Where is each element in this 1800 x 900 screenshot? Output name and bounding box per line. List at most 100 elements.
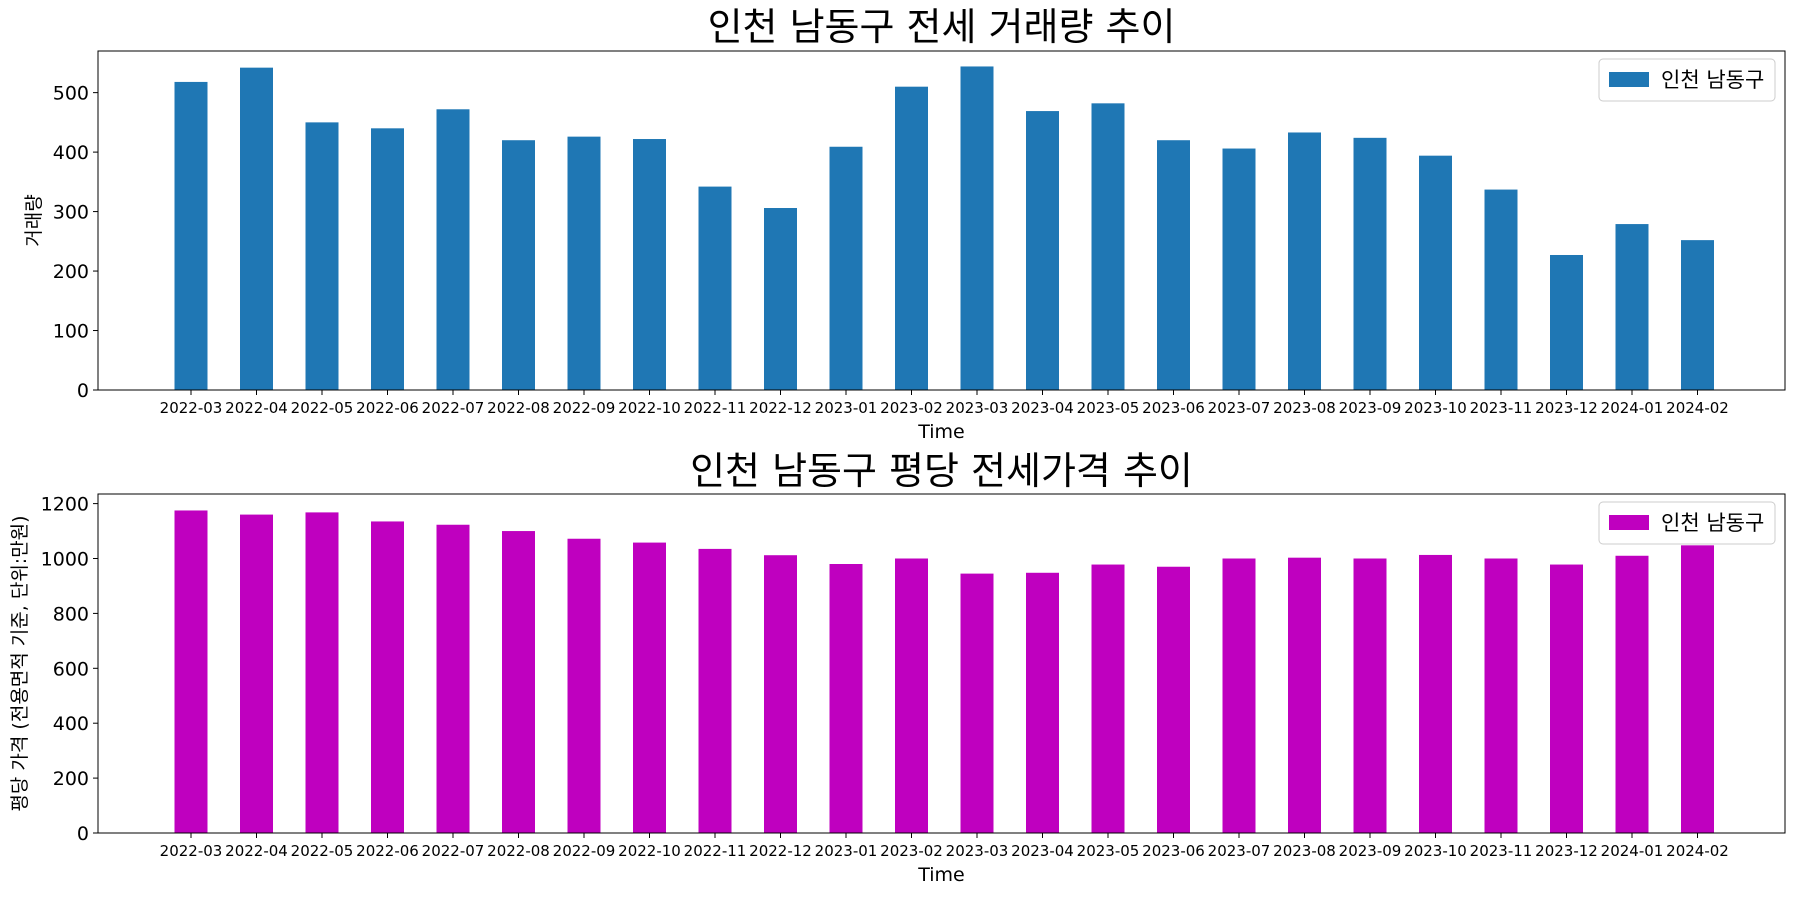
x-tick-label: 2022-04 <box>225 399 288 417</box>
x-tick-label: 2024-02 <box>1666 842 1729 860</box>
bar-2023-09 <box>1353 137 1387 390</box>
x-tick-label: 2022-04 <box>225 842 288 860</box>
y-tick-label: 400 <box>53 142 89 164</box>
y-tick-label: 200 <box>53 261 89 283</box>
bar-2022-11 <box>698 186 732 390</box>
legend: 인천 남동구 <box>1598 58 1776 102</box>
x-tick-label: 2022-05 <box>291 842 354 860</box>
y-tick-label: 0 <box>77 380 89 402</box>
bar-2022-12 <box>764 208 797 390</box>
y-tick-label: 1200 <box>41 494 89 516</box>
x-tick-label: 2023-06 <box>1142 842 1205 860</box>
x-tick-label: 2024-01 <box>1601 842 1664 860</box>
bar-2024-01 <box>1615 555 1649 833</box>
x-tick-label: 2023-07 <box>1208 842 1271 860</box>
bar-2022-03 <box>174 510 208 833</box>
legend-label: 인천 남동구 <box>1661 68 1764 92</box>
bar-2022-06 <box>371 521 404 833</box>
bar-2023-03 <box>960 66 994 390</box>
bar-2022-04 <box>240 514 273 833</box>
bar-2023-06 <box>1157 566 1190 833</box>
bar-2023-12 <box>1550 254 1583 390</box>
legend: 인천 남동구 <box>1598 501 1776 545</box>
bar-2023-07 <box>1222 558 1256 833</box>
bar-2022-05 <box>305 122 339 391</box>
bar-2022-08 <box>502 531 535 833</box>
chart-price-per-pyeong: 인천 남동구 평당 전세가격 추이 2022-03 2022-04 2022-05 20… <box>9 449 1786 886</box>
x-tick-label: 2023-01 <box>815 399 878 417</box>
x-tick-label: 2022-03 <box>160 842 223 860</box>
legend-label: 인천 남동구 <box>1661 511 1764 535</box>
y-tick-label: 400 <box>53 713 89 735</box>
x-tick-label: 2022-07 <box>422 842 485 860</box>
x-tick-label: 2023-06 <box>1142 399 1205 417</box>
x-tick-label: 2022-10 <box>618 399 681 417</box>
x-tick-label: 2022-10 <box>618 842 681 860</box>
legend-box <box>1598 501 1776 545</box>
bar-2022-10 <box>633 139 666 390</box>
y-tick-label: 600 <box>53 658 89 680</box>
x-tick-label: 2022-07 <box>422 399 485 417</box>
bar-2022-08 <box>502 140 535 390</box>
bar-2022-04 <box>240 67 273 390</box>
x-tick-label: 2022-11 <box>684 399 747 417</box>
bar-2022-11 <box>698 548 732 833</box>
x-tick-label: 2022-06 <box>356 399 419 417</box>
x-tick-label: 2022-08 <box>487 399 550 417</box>
x-tick-label: 2023-11 <box>1470 399 1533 417</box>
bar-2022-07 <box>436 109 470 390</box>
x-tick-label: 2023-11 <box>1470 842 1533 860</box>
bar-2023-01 <box>829 563 863 833</box>
x-tick-label: 2024-02 <box>1666 399 1729 417</box>
x-tick-label: 2022-09 <box>553 399 616 417</box>
x-tick-label: 2023-07 <box>1208 399 1271 417</box>
x-axis-label: Time <box>917 421 965 443</box>
bar-2022-03 <box>174 81 208 390</box>
bar-2023-12 <box>1550 564 1583 833</box>
x-axis-label: Time <box>917 864 965 886</box>
x-tick-label: 2023-01 <box>815 842 878 860</box>
bar-2024-02 <box>1681 545 1714 833</box>
x-tick-label: 2024-01 <box>1601 399 1664 417</box>
bar-2023-06 <box>1157 140 1190 390</box>
x-tick-label: 2023-12 <box>1535 842 1598 860</box>
x-tick-label: 2022-11 <box>684 842 747 860</box>
bar-2023-05 <box>1091 103 1125 390</box>
bar-2024-02 <box>1681 240 1714 390</box>
x-tick-label: 2023-08 <box>1273 842 1336 860</box>
x-tick-label: 2023-08 <box>1273 399 1336 417</box>
bar-2022-09 <box>567 136 601 390</box>
bar-2022-12 <box>764 555 797 833</box>
bar-2022-10 <box>633 542 666 833</box>
x-tick-label: 2022-05 <box>291 399 354 417</box>
bar-2024-01 <box>1615 224 1649 390</box>
x-tick-label: 2023-05 <box>1077 842 1140 860</box>
bar-2023-10 <box>1419 155 1452 390</box>
bar-2022-07 <box>436 524 470 833</box>
x-tick-label: 2022-09 <box>553 842 616 860</box>
x-tick-label: 2022-12 <box>749 399 812 417</box>
x-tick-label: 2023-10 <box>1404 842 1467 860</box>
x-tick-label: 2023-02 <box>880 842 943 860</box>
bar-2023-04 <box>1026 572 1059 833</box>
bar-2023-09 <box>1353 558 1387 833</box>
bar-2023-07 <box>1222 148 1256 390</box>
chart-title: 인천 남동구 평당 전세가격 추이 <box>690 449 1193 493</box>
x-tick-label: 2022-08 <box>487 842 550 860</box>
y-tick-label: 500 <box>53 83 89 105</box>
bar-2023-02 <box>895 86 928 391</box>
legend-box <box>1598 58 1776 102</box>
x-tick-label: 2023-09 <box>1339 842 1402 860</box>
y-tick-label: 0 <box>77 823 89 845</box>
x-tick-label: 2023-04 <box>1011 842 1074 860</box>
x-tick-label: 2023-10 <box>1404 399 1467 417</box>
bar-2023-08 <box>1288 132 1321 390</box>
y-tick-label: 200 <box>53 768 89 790</box>
y-tick-label: 100 <box>53 321 89 343</box>
bar-2023-05 <box>1091 564 1125 833</box>
bar-2023-02 <box>895 558 928 833</box>
x-tick-label: 2023-02 <box>880 399 943 417</box>
x-tick-label: 2023-03 <box>946 399 1009 417</box>
legend-swatch <box>1609 72 1649 87</box>
